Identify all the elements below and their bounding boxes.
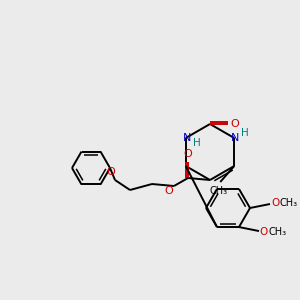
Text: CH₃: CH₃: [269, 227, 287, 237]
Text: H: H: [193, 138, 201, 148]
Text: N: N: [183, 133, 191, 143]
Text: CH₃: CH₃: [280, 198, 298, 208]
Text: N: N: [231, 133, 239, 143]
Text: O: O: [106, 167, 116, 177]
Text: H: H: [242, 128, 249, 138]
Text: O: O: [231, 119, 239, 129]
Text: O: O: [184, 149, 192, 159]
Text: O: O: [260, 227, 268, 237]
Text: O: O: [271, 198, 279, 208]
Text: O: O: [165, 186, 173, 196]
Text: CH₃: CH₃: [209, 186, 227, 196]
